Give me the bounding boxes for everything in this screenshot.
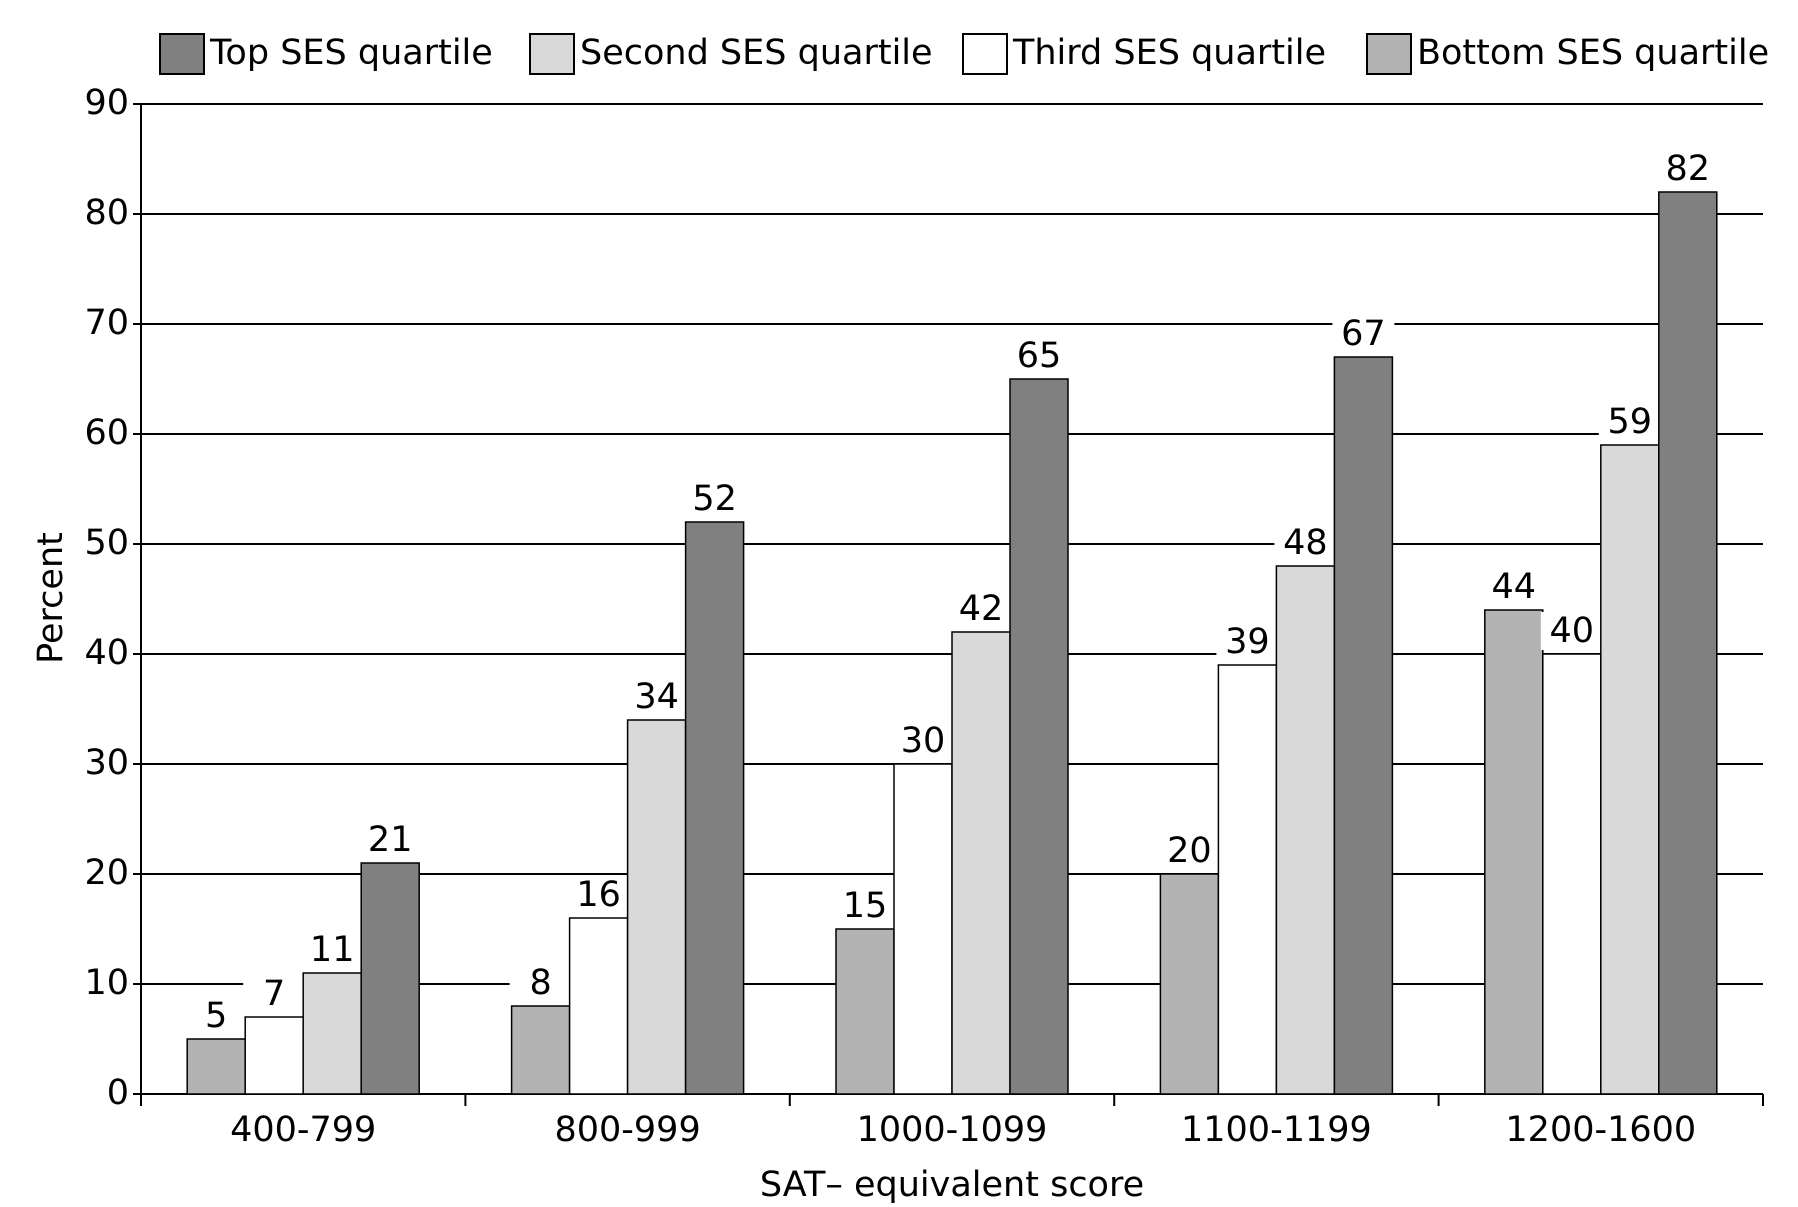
x-tick-label: 400-799 [230, 1110, 376, 1150]
data-label: 39 [1225, 622, 1270, 662]
data-label: 48 [1283, 523, 1328, 563]
label-bg [359, 821, 422, 859]
legend-swatch [962, 33, 1008, 75]
data-label: 30 [901, 721, 946, 761]
y-tick-label: 30 [84, 743, 129, 783]
y-tick-label: 80 [84, 193, 129, 233]
bar [1484, 609, 1544, 1095]
label-bg [243, 975, 306, 1013]
bar [568, 917, 629, 1095]
label-bg [950, 590, 1012, 628]
data-label: 40 [1550, 611, 1595, 651]
bar [302, 972, 362, 1095]
data-label: 65 [1017, 336, 1062, 376]
bar [1542, 653, 1602, 1095]
data-label: 42 [959, 589, 1004, 629]
label-bg [185, 997, 248, 1035]
data-label: 8 [529, 963, 551, 1003]
data-label: 11 [310, 930, 355, 970]
data-label: 52 [692, 479, 737, 519]
legend-label: Bottom SES quartile [1417, 33, 1769, 73]
data-label: 15 [843, 886, 888, 926]
data-label: 16 [576, 875, 621, 915]
bar [510, 1005, 571, 1095]
label-bg [1274, 524, 1337, 562]
bar [1159, 873, 1220, 1095]
y-tick-label: 0 [107, 1073, 129, 1113]
label-bg [567, 876, 630, 914]
x-tick-label: 1200-1600 [1505, 1110, 1696, 1150]
label-bg [1482, 568, 1545, 606]
label-bg [1540, 612, 1603, 650]
y-tick-label: 60 [84, 413, 129, 453]
data-label: 44 [1492, 567, 1537, 607]
bar [1275, 565, 1336, 1095]
y-tick-label: 90 [84, 83, 129, 123]
legend-label: Third SES quartile [1012, 33, 1326, 73]
y-tick-label: 50 [84, 523, 129, 563]
label-bg [683, 480, 746, 518]
label-bg [301, 931, 364, 969]
label-bg [1158, 832, 1221, 870]
bar [893, 763, 953, 1095]
data-label: 67 [1341, 314, 1386, 354]
y-tick-label: 40 [84, 633, 129, 673]
bar [186, 1038, 246, 1095]
legend-swatch [159, 33, 205, 75]
label-bg [1332, 315, 1395, 353]
legend-swatch [1366, 33, 1412, 75]
bar [1658, 191, 1718, 1095]
bar [684, 521, 745, 1095]
data-label: 7 [263, 974, 285, 1014]
bar [835, 928, 895, 1095]
bar [244, 1016, 304, 1095]
legend-swatch [529, 33, 575, 75]
bar [626, 719, 687, 1095]
label-bg [1598, 403, 1661, 441]
bar [1333, 356, 1394, 1095]
data-label: 82 [1666, 149, 1711, 189]
data-label: 59 [1608, 402, 1653, 442]
legend-label: Top SES quartile [209, 33, 493, 73]
data-label: 20 [1167, 831, 1212, 871]
y-axis-label: Percent [31, 532, 71, 664]
label-bg [1008, 337, 1070, 375]
bar [1217, 664, 1278, 1095]
label-bg [625, 678, 688, 716]
bar [1600, 444, 1660, 1095]
bar [1009, 378, 1069, 1095]
x-tick-label: 800-999 [554, 1110, 700, 1150]
y-tick-label: 10 [84, 963, 129, 1003]
legend-label: Second SES quartile [580, 33, 933, 73]
label-bg [892, 722, 954, 760]
label-bg [834, 887, 896, 925]
x-tick-label: 1100-1199 [1181, 1110, 1372, 1150]
y-tick-label: 20 [84, 853, 129, 893]
y-tick-label: 70 [84, 303, 129, 343]
x-tick-label: 1000-1099 [857, 1110, 1048, 1150]
bar [360, 862, 420, 1095]
label-bg [509, 964, 572, 1002]
data-label: 21 [368, 820, 413, 860]
label-bg [1656, 150, 1719, 188]
data-label: 34 [634, 677, 679, 717]
bar [951, 631, 1011, 1095]
x-axis-label: SAT– equivalent score [760, 1165, 1144, 1205]
label-bg [1216, 623, 1279, 661]
data-label: 5 [205, 996, 227, 1036]
